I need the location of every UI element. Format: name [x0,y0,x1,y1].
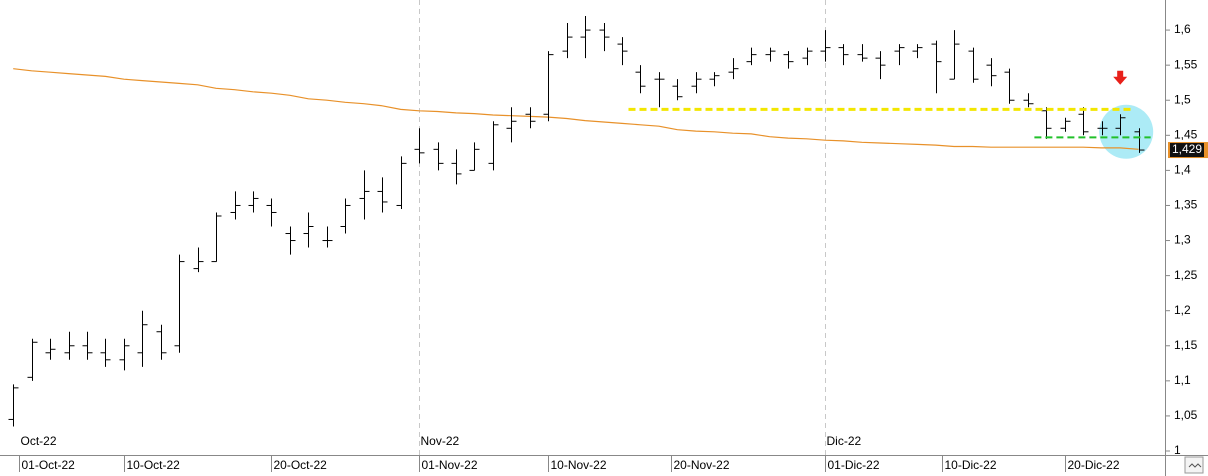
y-tick-label: 1,45 [1174,127,1198,141]
last-price-box [1170,143,1204,158]
x-tick-label: 20-Nov-22 [674,458,730,472]
y-tick-label: 1,3 [1174,233,1191,247]
x-tick-label: 10-Dic-22 [945,458,997,472]
y-tick-label: 1,25 [1174,268,1198,282]
last-price-label: 1,429 [1172,142,1202,156]
scale-icon [1188,463,1202,468]
month-label: Oct-22 [21,434,57,448]
x-tick-label: 01-Nov-22 [422,458,478,472]
month-label: Nov-22 [421,434,460,448]
x-tick-label: 01-Dic-22 [828,458,880,472]
y-tick-label: 1,2 [1174,303,1191,317]
highlight-circle [1099,104,1154,159]
y-tick-label: 1,5 [1174,92,1191,106]
scale-button[interactable] [1184,456,1204,474]
y-tick-label: 1,15 [1174,338,1198,352]
signal-arrow [1113,70,1128,85]
month-label: Dic-22 [827,434,862,448]
y-tick-label: 1,35 [1174,198,1198,212]
x-tick-label: 01-Oct-22 [22,458,76,472]
x-tick-label: 10-Oct-22 [127,458,181,472]
moving-average [13,68,1139,150]
x-tick-label: 10-Nov-22 [551,458,607,472]
y-tick-label: 1,6 [1174,22,1191,36]
x-tick-label: 20-Oct-22 [274,458,328,472]
y-tick-label: 1,05 [1174,408,1198,422]
y-tick-label: 1 [1174,443,1181,457]
y-tick-label: 1,55 [1174,57,1198,71]
x-tick-label: 20-Dic-22 [1068,458,1120,472]
y-tick-label: 1,4 [1174,163,1191,177]
y-tick-label: 1,1 [1174,373,1191,387]
